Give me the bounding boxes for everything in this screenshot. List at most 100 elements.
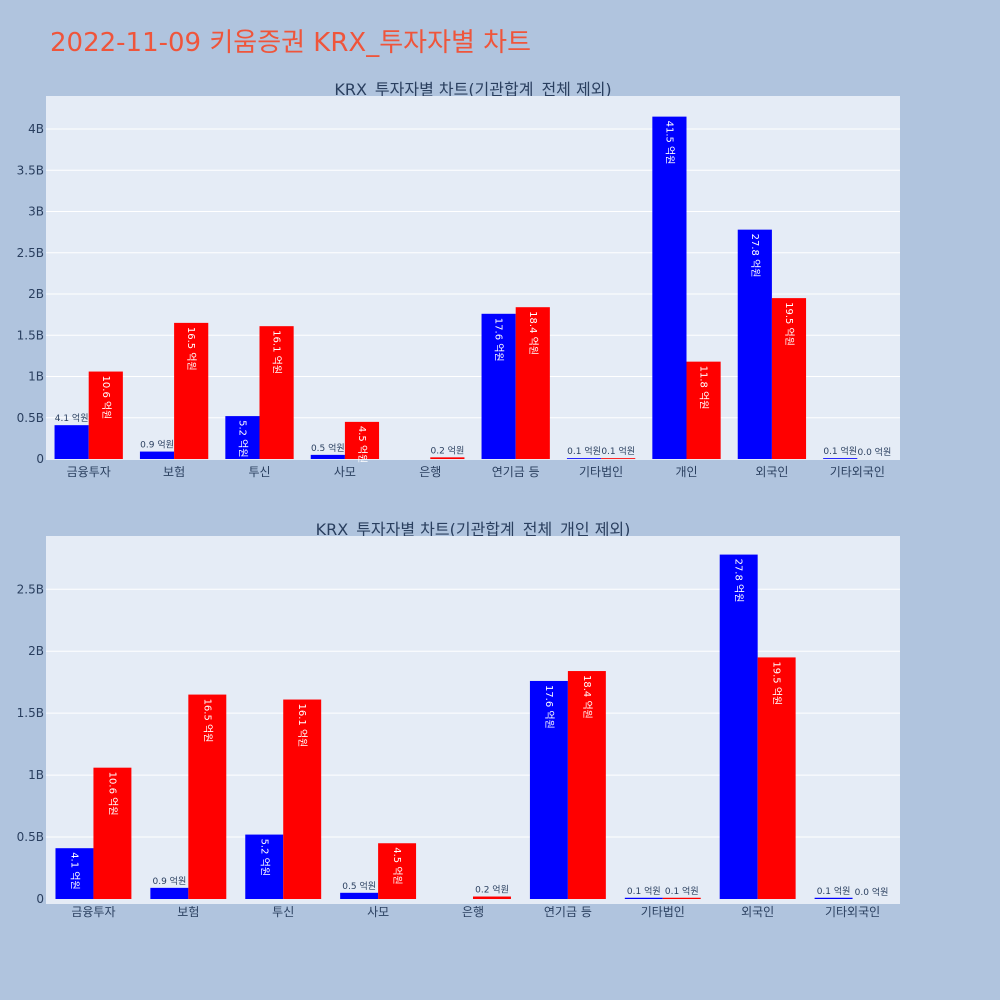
data-label: 0.1 억원 [601,445,635,457]
data-label: 0.1 억원 [567,445,601,457]
chart-title: KRX_투자자별 차트(기관합계_전체_개인 제외) [316,520,631,540]
data-label: 10.6 억원 [100,376,112,420]
bar [139,451,175,459]
y-tick-label: 0.5B [17,830,44,844]
y-tick-label: 0 [36,452,44,466]
x-tick-label: 외국인 [741,905,774,919]
bar [283,699,322,899]
bar [566,458,602,459]
data-label: 0.2 억원 [475,884,509,896]
y-tick-label: 4B [28,122,44,136]
bar [55,848,94,899]
bar [624,897,663,899]
bar [188,694,227,899]
data-label: 27.8 억원 [733,559,745,603]
data-label: 16.5 억원 [185,327,197,371]
y-tick-label: 0.5B [17,411,44,425]
data-label: 5.2 억원 [236,420,248,457]
x-tick-label: 기타법인 [641,905,685,919]
data-label: 0.0 억원 [855,886,889,898]
y-tick-label: 1.5B [17,706,44,720]
y-tick-label: 1B [28,370,44,384]
y-tick-label: 2.5B [17,246,44,260]
x-tick-label: 사모 [367,905,389,919]
bar [93,767,132,899]
data-label: 4.5 억원 [356,426,368,463]
data-label: 10.6 억원 [106,772,118,816]
x-tick-label: 개인 [675,465,697,479]
chart-excluding-institution-total-and-individual: KRX_투자자별 차트(기관합계_전체_개인 제외) 0 0.5B 1B 1.5B 2B… [17,520,900,919]
bar [601,458,636,459]
bar [823,458,858,459]
bar [567,671,606,899]
y-tick-label: 2B [28,287,44,301]
bar [310,454,345,459]
x-tick-label: 기타법인 [579,465,623,479]
x-tick-label: 투신 [272,905,294,919]
bar [529,680,568,899]
bar [652,116,687,459]
bar [719,554,758,899]
data-label: 17.6 억원 [493,318,505,362]
bar [757,657,796,899]
x-tick-label: 연기금 등 [492,465,540,479]
x-tick-label: 사모 [334,465,356,479]
bar [54,425,89,459]
data-label: 17.6 억원 [543,685,555,729]
bar [340,892,379,899]
x-tick-label: 외국인 [755,465,788,479]
data-label: 4.5 억원 [391,847,403,884]
x-tick-label: 기타외국인 [825,905,880,919]
bar [515,307,550,459]
x-tick-label: 연기금 등 [544,905,592,919]
bar [150,887,189,899]
bar [686,361,721,459]
data-label: 19.5 억원 [771,661,783,705]
bar [344,421,380,459]
data-label: 41.5 억원 [663,121,675,165]
chart-title: KRX_투자자별 차트(기관합계_전체 제외) [334,80,611,100]
bar [430,457,465,459]
bar [662,897,701,899]
bar [378,843,417,899]
x-tick-label: 은행 [462,904,484,919]
y-tick-label: 2B [28,644,44,658]
data-label: 0.1 억원 [627,885,661,897]
y-tick-label: 1B [28,768,44,782]
data-label: 0.0 억원 [858,446,892,458]
y-tick-label: 3B [28,205,44,219]
y-tick-label: 3.5B [17,163,44,177]
y-tick-label: 1.5B [17,328,44,342]
bar [174,322,209,459]
data-label: 4.1 억원 [55,412,89,424]
data-label: 16.5 억원 [201,699,213,743]
data-label: 4.1 억원 [68,852,80,889]
data-label: 27.8 억원 [749,234,761,278]
data-label: 19.5 억원 [783,302,795,346]
data-label: 0.5 억원 [342,880,376,892]
data-label: 11.8 억원 [698,366,710,410]
data-label: 0.1 억원 [665,885,699,897]
data-label: 0.9 억원 [152,875,186,887]
bar [225,416,260,459]
data-label: 0.2 억원 [431,444,465,456]
data-label: 18.4 억원 [527,311,539,355]
data-label: 5.2 억원 [258,839,270,876]
x-tick-label: 보험 [163,465,185,479]
x-tick-label: 금융투자 [71,905,115,919]
bar [245,834,284,899]
data-label: 16.1 억원 [296,704,308,748]
data-label: 0.1 억원 [823,445,857,457]
bar [814,897,853,899]
x-tick-label: 금융투자 [67,465,111,479]
bar [737,229,772,459]
x-tick-label: 은행 [419,464,441,479]
data-label: 0.9 억원 [140,439,174,451]
y-tick-label: 0 [36,892,44,906]
data-label: 16.1 억원 [271,330,283,374]
y-tick-label: 2.5B [17,582,44,596]
x-tick-label: 기타외국인 [830,465,885,479]
page-title: 2022-11-09 키움증권 KRX_투자자별 차트 [50,28,532,58]
x-tick-label: 보험 [177,905,199,919]
bar [473,896,511,899]
